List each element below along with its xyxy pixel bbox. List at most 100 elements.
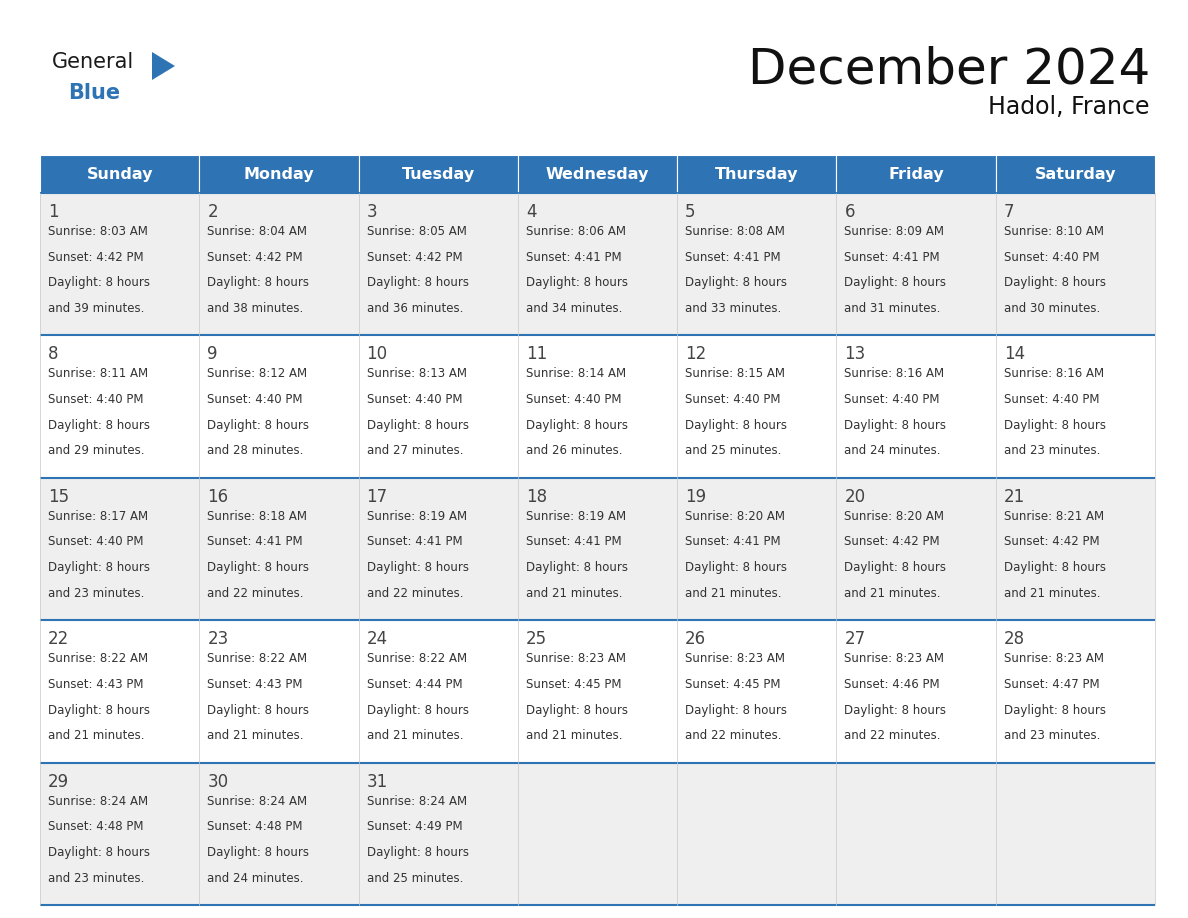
- Text: and 21 minutes.: and 21 minutes.: [48, 729, 145, 743]
- Text: Daylight: 8 hours: Daylight: 8 hours: [526, 419, 627, 431]
- Text: Sunset: 4:47 PM: Sunset: 4:47 PM: [1004, 677, 1099, 691]
- Text: Daylight: 8 hours: Daylight: 8 hours: [526, 561, 627, 574]
- Text: and 22 minutes.: and 22 minutes.: [685, 729, 782, 743]
- Text: 27: 27: [845, 630, 866, 648]
- Text: Sunset: 4:42 PM: Sunset: 4:42 PM: [845, 535, 940, 548]
- Text: Sunrise: 8:11 AM: Sunrise: 8:11 AM: [48, 367, 148, 380]
- Text: Sunrise: 8:13 AM: Sunrise: 8:13 AM: [367, 367, 467, 380]
- Text: and 21 minutes.: and 21 minutes.: [526, 729, 623, 743]
- Text: Sunset: 4:43 PM: Sunset: 4:43 PM: [48, 677, 144, 691]
- Text: Sunrise: 8:03 AM: Sunrise: 8:03 AM: [48, 225, 147, 238]
- Text: Sunset: 4:41 PM: Sunset: 4:41 PM: [207, 535, 303, 548]
- Text: Daylight: 8 hours: Daylight: 8 hours: [845, 703, 947, 717]
- Text: Daylight: 8 hours: Daylight: 8 hours: [48, 276, 150, 289]
- Text: Saturday: Saturday: [1035, 166, 1116, 182]
- Text: 4: 4: [526, 203, 536, 221]
- Text: 26: 26: [685, 630, 707, 648]
- Bar: [359, 621, 518, 763]
- Text: Daylight: 8 hours: Daylight: 8 hours: [48, 846, 150, 859]
- Text: Sunset: 4:40 PM: Sunset: 4:40 PM: [48, 535, 144, 548]
- Text: Sunset: 4:41 PM: Sunset: 4:41 PM: [685, 251, 781, 263]
- Bar: [200, 477, 359, 621]
- Bar: [359, 335, 518, 477]
- Bar: [518, 763, 677, 905]
- Text: Sunrise: 8:17 AM: Sunrise: 8:17 AM: [48, 509, 148, 522]
- Text: Sunday: Sunday: [87, 166, 153, 182]
- Text: and 27 minutes.: and 27 minutes.: [367, 444, 463, 457]
- Text: and 21 minutes.: and 21 minutes.: [845, 587, 941, 599]
- Text: Sunset: 4:42 PM: Sunset: 4:42 PM: [48, 251, 144, 263]
- Text: Sunrise: 8:24 AM: Sunrise: 8:24 AM: [367, 795, 467, 808]
- Text: and 23 minutes.: and 23 minutes.: [1004, 729, 1100, 743]
- Text: Hadol, France: Hadol, France: [988, 95, 1150, 119]
- Text: Sunset: 4:43 PM: Sunset: 4:43 PM: [207, 677, 303, 691]
- Bar: [677, 335, 836, 477]
- Text: 7: 7: [1004, 203, 1015, 221]
- Text: and 22 minutes.: and 22 minutes.: [367, 587, 463, 599]
- Text: Daylight: 8 hours: Daylight: 8 hours: [1004, 703, 1106, 717]
- Bar: [836, 621, 996, 763]
- Bar: [40, 193, 200, 335]
- Text: Sunset: 4:45 PM: Sunset: 4:45 PM: [685, 677, 781, 691]
- Text: Tuesday: Tuesday: [402, 166, 475, 182]
- Text: Sunrise: 8:20 AM: Sunrise: 8:20 AM: [685, 509, 785, 522]
- Text: 15: 15: [48, 487, 69, 506]
- Text: and 21 minutes.: and 21 minutes.: [367, 729, 463, 743]
- Text: and 33 minutes.: and 33 minutes.: [685, 302, 782, 315]
- Text: 10: 10: [367, 345, 387, 364]
- Text: Sunset: 4:48 PM: Sunset: 4:48 PM: [48, 821, 144, 834]
- Text: Daylight: 8 hours: Daylight: 8 hours: [845, 561, 947, 574]
- Text: Friday: Friday: [889, 166, 944, 182]
- Text: Sunrise: 8:15 AM: Sunrise: 8:15 AM: [685, 367, 785, 380]
- Text: Sunset: 4:41 PM: Sunset: 4:41 PM: [845, 251, 940, 263]
- Bar: [40, 335, 200, 477]
- Text: Sunrise: 8:23 AM: Sunrise: 8:23 AM: [1004, 652, 1104, 666]
- Text: Sunset: 4:48 PM: Sunset: 4:48 PM: [207, 821, 303, 834]
- Text: Sunset: 4:42 PM: Sunset: 4:42 PM: [207, 251, 303, 263]
- Text: Daylight: 8 hours: Daylight: 8 hours: [207, 276, 309, 289]
- Text: Daylight: 8 hours: Daylight: 8 hours: [367, 419, 468, 431]
- Text: Sunset: 4:40 PM: Sunset: 4:40 PM: [845, 393, 940, 406]
- Bar: [996, 763, 1155, 905]
- Text: General: General: [52, 52, 134, 72]
- Text: Sunset: 4:40 PM: Sunset: 4:40 PM: [1004, 393, 1099, 406]
- Text: Sunrise: 8:22 AM: Sunrise: 8:22 AM: [48, 652, 148, 666]
- Text: Sunrise: 8:20 AM: Sunrise: 8:20 AM: [845, 509, 944, 522]
- Text: 31: 31: [367, 773, 387, 790]
- Text: Blue: Blue: [68, 83, 120, 103]
- Bar: [996, 193, 1155, 335]
- Bar: [677, 621, 836, 763]
- Text: 3: 3: [367, 203, 378, 221]
- Text: Sunrise: 8:06 AM: Sunrise: 8:06 AM: [526, 225, 626, 238]
- Bar: [996, 335, 1155, 477]
- Text: Sunset: 4:45 PM: Sunset: 4:45 PM: [526, 677, 621, 691]
- Text: and 22 minutes.: and 22 minutes.: [845, 729, 941, 743]
- Text: 6: 6: [845, 203, 855, 221]
- Text: 8: 8: [48, 345, 58, 364]
- Text: 12: 12: [685, 345, 707, 364]
- Text: and 23 minutes.: and 23 minutes.: [48, 871, 145, 885]
- Text: Sunrise: 8:09 AM: Sunrise: 8:09 AM: [845, 225, 944, 238]
- Bar: [518, 621, 677, 763]
- Text: Sunset: 4:41 PM: Sunset: 4:41 PM: [685, 535, 781, 548]
- Bar: [359, 763, 518, 905]
- Text: Sunset: 4:40 PM: Sunset: 4:40 PM: [526, 393, 621, 406]
- Bar: [836, 477, 996, 621]
- Text: Daylight: 8 hours: Daylight: 8 hours: [48, 561, 150, 574]
- Text: Daylight: 8 hours: Daylight: 8 hours: [367, 703, 468, 717]
- Bar: [40, 763, 200, 905]
- Bar: [677, 477, 836, 621]
- Text: Daylight: 8 hours: Daylight: 8 hours: [526, 703, 627, 717]
- Text: 30: 30: [207, 773, 228, 790]
- Text: and 28 minutes.: and 28 minutes.: [207, 444, 304, 457]
- Text: Sunrise: 8:19 AM: Sunrise: 8:19 AM: [367, 509, 467, 522]
- Text: Daylight: 8 hours: Daylight: 8 hours: [367, 276, 468, 289]
- Text: Daylight: 8 hours: Daylight: 8 hours: [845, 276, 947, 289]
- Text: Sunrise: 8:10 AM: Sunrise: 8:10 AM: [1004, 225, 1104, 238]
- Bar: [200, 763, 359, 905]
- Text: 9: 9: [207, 345, 217, 364]
- Text: 17: 17: [367, 487, 387, 506]
- Text: Sunrise: 8:16 AM: Sunrise: 8:16 AM: [845, 367, 944, 380]
- Bar: [200, 621, 359, 763]
- Text: Daylight: 8 hours: Daylight: 8 hours: [367, 846, 468, 859]
